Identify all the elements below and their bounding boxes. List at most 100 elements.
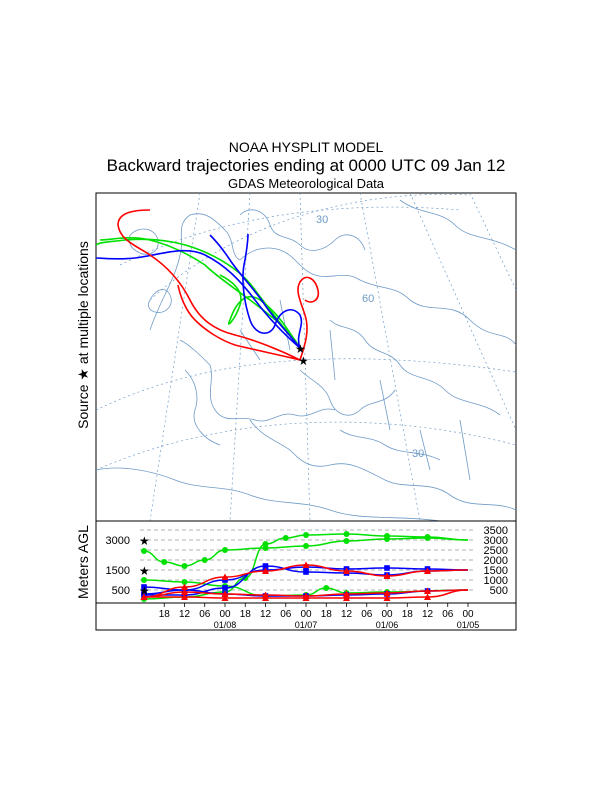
right-level-label: 3000 <box>484 535 508 547</box>
height-point <box>181 593 188 600</box>
height-point <box>302 594 310 601</box>
left-level-label: 500 <box>112 585 130 597</box>
height-point <box>424 593 431 600</box>
height-point <box>303 569 309 575</box>
height-point <box>141 548 147 554</box>
height-point <box>343 531 350 537</box>
height-point <box>383 594 391 601</box>
source-star-icon: ★ <box>139 534 150 548</box>
hour-tick-label: 12 <box>341 609 353 620</box>
date-tick-label: 01/07 <box>295 620 318 630</box>
map-trajectory-blue-1 <box>209 234 301 349</box>
hour-tick-label: 12 <box>422 609 434 620</box>
height-point <box>222 585 228 591</box>
date-tick-label: 01/05 <box>457 620 480 630</box>
height-point <box>181 579 188 585</box>
map-coastlines <box>96 199 516 521</box>
height-point <box>181 563 188 569</box>
right-level-label: 2000 <box>484 555 508 567</box>
height-point <box>303 532 309 538</box>
map-trajectory-blue-2 <box>96 249 301 349</box>
left-level-labels: 3000 ★ 1500 ★ 500 ★ <box>106 534 150 598</box>
height-point <box>222 547 228 553</box>
date-tick-label: 01/06 <box>376 620 399 630</box>
height-point <box>343 594 350 601</box>
height-point <box>201 557 208 563</box>
data-source-title: GDAS Meteorological Data <box>227 176 385 191</box>
hour-tick-label: 06 <box>442 609 454 620</box>
hour-tick-label: 06 <box>361 609 373 620</box>
map-grid <box>96 193 516 521</box>
date-tick-label: 01/08 <box>214 620 237 630</box>
source-star-icon: ★ <box>139 584 150 598</box>
map-trajectories <box>96 209 320 361</box>
height-point <box>161 559 168 565</box>
source-side-label: Source ★ at multiple locations <box>75 241 91 429</box>
right-level-label: 2500 <box>484 545 508 557</box>
height-point <box>141 584 147 590</box>
height-point <box>141 577 147 583</box>
height-point <box>262 567 269 574</box>
source-star-icon: ★ <box>139 564 150 578</box>
y-axis-title: Meters AGL <box>75 525 91 599</box>
hour-tick-label: 12 <box>179 609 191 620</box>
left-level-label: 1500 <box>106 565 130 577</box>
hour-tick-label: 18 <box>402 609 414 620</box>
height-profile: 3000 ★1500 ★500 ★ 3500300025002000150010005… <box>95 520 517 631</box>
model-title: NOAA HYSPLIT MODEL <box>228 139 384 155</box>
height-point <box>262 563 269 569</box>
source-star-icon: ★ <box>298 354 309 368</box>
map-trajectory-green-1 <box>96 238 301 349</box>
right-level-label: 1500 <box>484 565 508 577</box>
map-trajectory-red-3 <box>297 276 320 361</box>
height-point <box>282 535 289 541</box>
height-point <box>221 573 229 580</box>
hour-tick-label: 18 <box>240 609 252 620</box>
height-point <box>424 567 431 574</box>
height-point <box>221 594 229 601</box>
map-trajectory-red-1 <box>117 209 301 361</box>
right-level-label: 500 <box>490 585 508 597</box>
height-point <box>303 543 309 549</box>
time-axis-frame <box>95 602 517 631</box>
right-level-label: 1000 <box>484 575 508 587</box>
trajectory-map: 30 60 30 ★ ★ <box>95 192 517 522</box>
height-point <box>262 545 269 551</box>
hour-tick-label: 00 <box>300 609 312 620</box>
map-frame <box>95 192 517 522</box>
hour-tick-label: 18 <box>159 609 171 620</box>
map-trajectory-red-2 <box>177 284 301 361</box>
height-point <box>343 567 350 574</box>
hour-tick-label: 12 <box>260 609 272 620</box>
height-point <box>424 535 431 541</box>
hour-tick-label: 00 <box>462 609 474 620</box>
left-level-label: 3000 <box>106 535 130 547</box>
map-trajectory-blue-3 <box>242 233 303 349</box>
source-star-icon: ★ <box>295 342 306 356</box>
map-source-markers: ★ ★ <box>295 342 309 368</box>
height-point <box>302 561 310 568</box>
height-point <box>343 590 350 597</box>
map-grid-label: 30 <box>316 214 328 226</box>
height-point <box>181 583 188 590</box>
right-level-label: 3500 <box>484 525 508 537</box>
hour-tick-label: 00 <box>381 609 393 620</box>
height-point <box>323 585 330 591</box>
map-grid-label: 30 <box>412 448 424 460</box>
height-series <box>140 531 469 602</box>
height-point <box>383 572 391 579</box>
height-point <box>140 593 148 600</box>
map-trajectory-green-2 <box>99 237 301 349</box>
hour-tick-label: 18 <box>321 609 333 620</box>
map-trajectory-green-3 <box>219 274 301 349</box>
height-point <box>262 594 269 601</box>
hour-tick-label: 00 <box>219 609 231 620</box>
height-point <box>383 589 391 596</box>
height-point <box>221 590 229 597</box>
height-point <box>384 536 390 542</box>
map-grid-label: 60 <box>362 293 374 305</box>
hour-tick-label: 06 <box>280 609 292 620</box>
